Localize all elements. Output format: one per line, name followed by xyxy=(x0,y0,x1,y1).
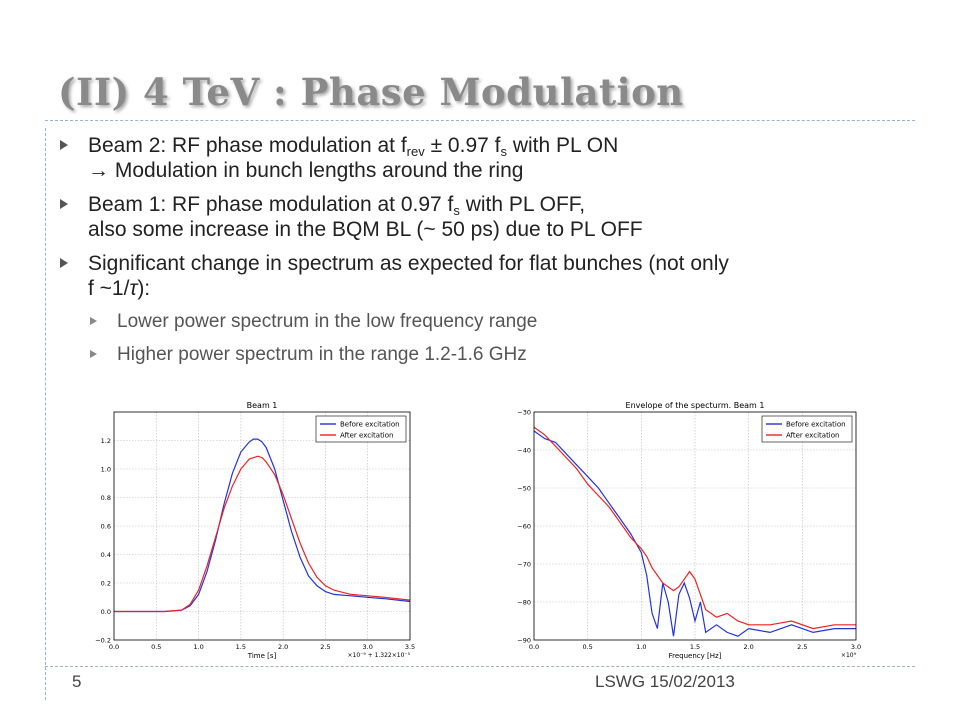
legend-box xyxy=(761,415,853,443)
y-tick-label: 0.2 xyxy=(101,580,111,588)
x-tick-label: 0.5 xyxy=(151,643,161,651)
bullet-list: Beam 2: RF phase modulation at frev ± 0.… xyxy=(60,133,920,376)
x-axis-label: Frequency [Hz] xyxy=(669,652,722,660)
x-tick-label: 2.5 xyxy=(320,643,330,651)
y-tick-label: 0.4 xyxy=(101,551,111,559)
x-tick-label: 1.5 xyxy=(690,643,700,651)
legend-box xyxy=(315,415,407,443)
y-tick-label: 0.8 xyxy=(101,494,111,502)
x-tick-label: 3.0 xyxy=(851,643,861,651)
bullet-text: Significant change in spectrum as expect… xyxy=(88,252,729,275)
x-tick-label: 2.0 xyxy=(278,643,288,651)
bullet-arrow-icon xyxy=(60,140,68,150)
bullet-text: ± 0.97 f xyxy=(424,134,501,157)
subscript: s xyxy=(453,203,460,218)
x-tick-label: 1.0 xyxy=(193,643,203,651)
x-tick-label: 2.5 xyxy=(797,643,807,651)
x-tick-label: 0.0 xyxy=(529,643,539,651)
series-line-before xyxy=(114,438,411,613)
series-line-after xyxy=(533,426,856,630)
x-tick-label: 3.0 xyxy=(363,643,373,651)
x-tick-label: 3.5 xyxy=(405,643,415,651)
x-tick-label: 1.5 xyxy=(236,643,246,651)
bullet-text: ): xyxy=(137,277,151,300)
x-axis-offset-label: ×10⁻⁹ + 1.322×10⁻⁵ xyxy=(348,652,411,659)
subscript: rev xyxy=(406,144,425,159)
legend-label: Before excitation xyxy=(786,421,846,429)
title-divider xyxy=(45,120,915,121)
y-tick-label: −40 xyxy=(517,447,531,455)
left-border-line xyxy=(45,128,46,700)
y-tick-label: 1.0 xyxy=(101,466,111,474)
bullet-arrow-icon xyxy=(60,258,68,268)
chart-spectrum-envelope: Envelope of the specturm. Beam 1 0.0 0.5 1.… xyxy=(517,401,861,660)
subbullet-arrow-icon xyxy=(90,350,97,358)
x-tick-label: 1.0 xyxy=(636,643,646,651)
bullet-beam2: Beam 2: RF phase modulation at frev ± 0.… xyxy=(60,133,920,183)
y-tick-label: 0.6 xyxy=(101,523,111,531)
right-arrow-icon: → xyxy=(88,159,109,182)
plot-frame xyxy=(113,411,411,641)
y-tick-label: −30 xyxy=(517,409,531,417)
bullet-text: with PL ON xyxy=(506,134,619,157)
bullet-text: also some increase in the BQM BL (~ 50 p… xyxy=(88,218,643,241)
series-line-after xyxy=(114,455,411,613)
subbullet-low-frequency: Lower power spectrum in the low frequenc… xyxy=(60,310,920,334)
chart-title: Envelope of the specturm. Beam 1 xyxy=(626,401,765,410)
x-axis-label: Time [s] xyxy=(247,652,277,660)
x-tick-label: 0.0 xyxy=(109,643,119,651)
bullet-text: with PL OFF, xyxy=(459,193,586,216)
y-tick-label: 0.0 xyxy=(101,608,111,616)
bullet-spectrum: Significant change in spectrum as expect… xyxy=(60,251,920,301)
x-axis-offset-label: ×10⁹ xyxy=(841,652,857,659)
y-tick-label: 1.2 xyxy=(101,437,111,445)
bullet-beam1: Beam 1: RF phase modulation at 0.97 fs w… xyxy=(60,192,920,242)
subscript: s xyxy=(500,144,507,159)
footer-text: LSWG 15/02/2013 xyxy=(595,672,735,691)
x-tick-label: 2.0 xyxy=(743,643,753,651)
slide-title: (II) 4 TeV : Phase Modulation xyxy=(58,70,684,114)
y-tick-label: −70 xyxy=(517,561,531,569)
legend-label: After excitation xyxy=(786,432,839,440)
x-tick-label: 0.5 xyxy=(582,643,592,651)
bullet-text: f ~1/ xyxy=(88,277,130,300)
y-tick-label: −0.2 xyxy=(95,637,111,645)
subbullet-high-frequency: Higher power spectrum in the range 1.2-1… xyxy=(60,343,920,367)
y-tick-label: −90 xyxy=(517,637,531,645)
bullet-arrow-icon xyxy=(60,199,68,209)
y-tick-label: −80 xyxy=(517,599,531,607)
legend-label: After excitation xyxy=(340,432,393,440)
series-line-before xyxy=(533,430,856,637)
plot-frame xyxy=(533,411,857,641)
subbullet-text: Lower power spectrum in the low frequenc… xyxy=(117,311,538,332)
page-number: 5 xyxy=(72,672,82,691)
chart-beam1-profile: Beam 10.0 0.5 1.0 1.5 2.0 2.5 3.0 3.5−0.20.00.2… xyxy=(95,401,415,660)
bullet-text: Modulation in bunch lengths around the r… xyxy=(109,159,524,182)
subbullet-text: Higher power spectrum in the range 1.2-1… xyxy=(117,344,527,365)
subbullet-arrow-icon xyxy=(90,317,97,325)
y-tick-label: −60 xyxy=(517,523,531,531)
bullet-text: Beam 1: RF phase modulation at 0.97 f xyxy=(88,193,454,216)
bullet-text: Beam 2: RF phase modulation at f xyxy=(88,134,407,157)
tau-symbol: τ xyxy=(129,277,138,300)
footer-divider xyxy=(45,666,915,667)
chart-title: Beam 1 xyxy=(247,401,278,410)
legend-label: Before excitation xyxy=(340,421,400,429)
y-tick-label: −50 xyxy=(517,485,531,493)
